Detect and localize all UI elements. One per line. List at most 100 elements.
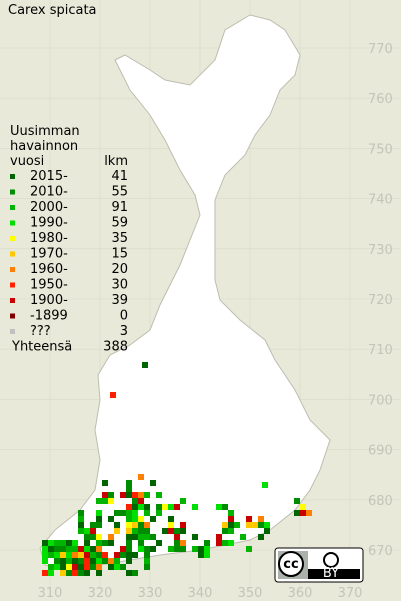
legend-swatch — [10, 236, 15, 241]
observation-square — [252, 522, 258, 528]
observation-square — [78, 510, 84, 516]
observation-square — [144, 492, 150, 498]
observation-square — [84, 540, 90, 546]
badge-cc: cc — [283, 557, 298, 572]
observation-square — [132, 504, 138, 510]
observation-square — [72, 552, 78, 558]
legend-label: ??? — [30, 324, 51, 339]
legend-count: 41 — [111, 169, 128, 184]
observation-square — [60, 564, 66, 570]
observation-square — [132, 552, 138, 558]
observation-square — [132, 510, 138, 516]
x-label: 330 — [138, 586, 163, 601]
legend-count: 3 — [120, 324, 128, 339]
observation-square — [102, 492, 108, 498]
observation-square — [180, 498, 186, 504]
observation-square — [126, 516, 132, 522]
observation-square — [78, 546, 84, 552]
observation-square — [108, 516, 114, 522]
observation-square — [168, 516, 174, 522]
observation-square — [66, 570, 72, 576]
observation-square — [96, 540, 102, 546]
observation-square — [264, 522, 270, 528]
observation-square — [150, 534, 156, 540]
observation-square — [144, 528, 150, 534]
observation-square — [168, 522, 174, 528]
observation-square — [96, 522, 102, 528]
observation-square — [306, 510, 312, 516]
observation-square — [90, 534, 96, 540]
observation-square — [54, 558, 60, 564]
legend-label: -1899 — [30, 309, 68, 324]
observation-square — [156, 492, 162, 498]
legend-heading: vuosi — [10, 154, 44, 169]
x-label: 320 — [88, 586, 113, 601]
observation-square — [132, 498, 138, 504]
observation-square — [72, 546, 78, 552]
finland-outline — [39, 14, 331, 571]
observation-square — [102, 498, 108, 504]
y-label: 750 — [368, 142, 393, 157]
observation-square — [174, 540, 180, 546]
observation-square — [60, 570, 66, 576]
observation-square — [300, 504, 306, 510]
observation-square — [96, 516, 102, 522]
observation-square — [180, 528, 186, 534]
x-label: 340 — [188, 586, 213, 601]
observation-square — [258, 516, 264, 522]
x-label: 360 — [288, 586, 313, 601]
observation-square — [108, 492, 114, 498]
observation-square — [258, 534, 264, 540]
observation-square — [96, 498, 102, 504]
observation-square — [138, 498, 144, 504]
observation-square — [192, 534, 198, 540]
observation-square — [180, 546, 186, 552]
legend-swatch — [10, 313, 15, 319]
observation-square — [126, 528, 132, 534]
observation-square — [228, 522, 234, 528]
total-count: 388 — [103, 340, 128, 355]
y-label: 690 — [368, 444, 393, 459]
observation-square — [120, 546, 126, 552]
observation-square — [42, 552, 48, 558]
observation-square — [294, 498, 300, 504]
observation-square — [102, 558, 108, 564]
observation-square — [240, 534, 246, 540]
observation-square — [78, 558, 84, 564]
observation-square — [120, 492, 126, 498]
observation-square — [66, 558, 72, 564]
observation-square — [126, 540, 132, 546]
legend-count: 0 — [120, 309, 128, 324]
observation-square — [96, 510, 102, 516]
observation-square — [72, 570, 78, 576]
observation-square — [60, 558, 66, 564]
observation-square — [142, 362, 148, 368]
y-label: 760 — [368, 92, 393, 107]
y-label: 740 — [368, 193, 393, 208]
observation-square — [138, 504, 144, 510]
observation-square — [114, 528, 120, 534]
observation-square — [90, 546, 96, 552]
legend-label: 1900- — [30, 293, 68, 308]
observation-square — [198, 546, 204, 552]
observation-square — [132, 528, 138, 534]
observation-square — [300, 510, 306, 516]
observation-square — [114, 522, 120, 528]
x-label: 310 — [38, 586, 63, 601]
observation-square — [42, 558, 48, 564]
observation-square — [42, 546, 48, 552]
observation-square — [108, 498, 114, 504]
observation-square — [102, 480, 108, 486]
observation-square — [144, 534, 150, 540]
observation-square — [228, 528, 234, 534]
observation-square — [114, 564, 120, 570]
observation-square — [96, 546, 102, 552]
title: Carex spicata — [8, 3, 97, 18]
observation-square — [144, 510, 150, 516]
legend-count: 91 — [111, 200, 128, 215]
observation-square — [144, 504, 150, 510]
legend-count: 35 — [111, 231, 128, 246]
observation-square — [90, 564, 96, 570]
observation-square — [108, 534, 114, 540]
